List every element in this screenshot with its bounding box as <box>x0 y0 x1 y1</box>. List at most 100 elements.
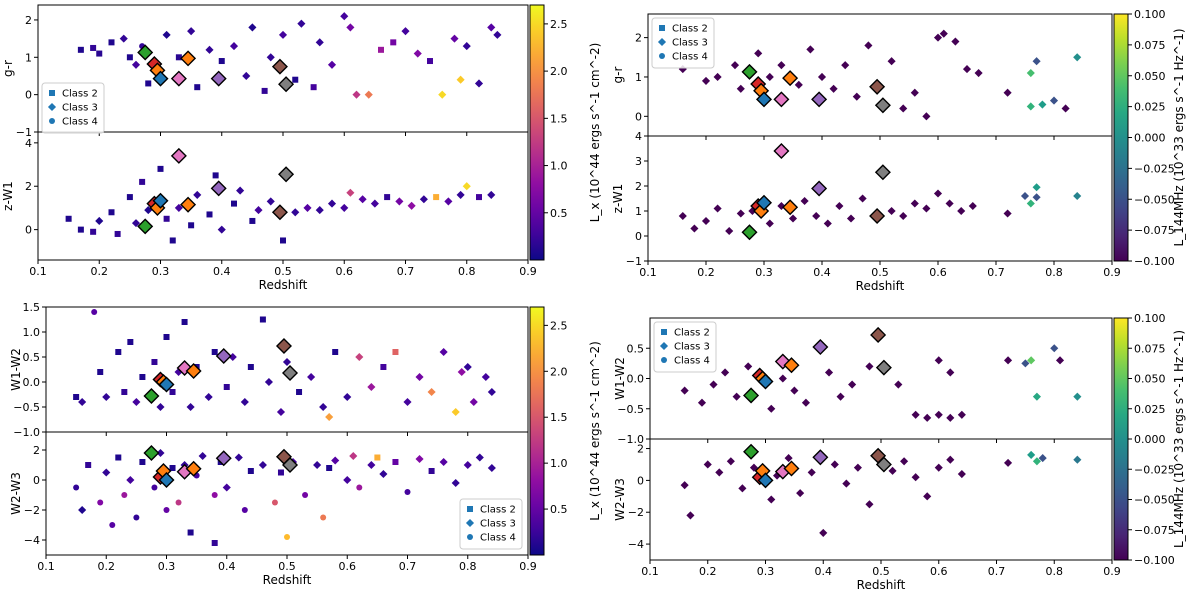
highlight-marker <box>210 180 227 197</box>
data-point <box>846 214 856 223</box>
data-point <box>887 57 896 66</box>
data-point <box>261 87 268 94</box>
x-tick-label: 0.1 <box>29 265 47 278</box>
data-point <box>709 380 718 389</box>
legend-marker <box>661 329 667 335</box>
highlight-marker <box>158 471 175 489</box>
data-point <box>934 463 943 472</box>
data-point <box>90 44 97 51</box>
data-point <box>1073 53 1082 62</box>
y-tick-label: −4 <box>24 534 40 547</box>
highlight-marker <box>271 204 288 221</box>
x-tick-label: 0.1 <box>37 560 55 573</box>
data-point <box>788 214 798 223</box>
data-point <box>1032 183 1041 192</box>
data-point <box>236 186 245 195</box>
y-tick-label: −4 <box>628 538 644 551</box>
data-point <box>736 84 745 93</box>
x-tick-label: 0.6 <box>339 560 357 573</box>
data-point <box>145 80 152 87</box>
data-point <box>1032 457 1041 466</box>
data-point <box>151 484 158 491</box>
data-point <box>395 197 404 206</box>
highlight-marker <box>743 443 760 460</box>
y-tick-label: 0.0 <box>23 376 41 389</box>
y-axis-label: z-W1 <box>1 181 15 211</box>
data-point <box>456 75 465 84</box>
legend-box <box>459 498 523 550</box>
colorbar-tick-label: 1.5 <box>550 112 568 125</box>
x-tick-label: 0.5 <box>871 266 889 279</box>
data-point <box>204 392 213 402</box>
y-tick-label: −1.0 <box>13 426 40 439</box>
data-point <box>278 30 288 39</box>
x-axis-label: Redshift <box>857 578 906 589</box>
data-point <box>957 410 966 419</box>
data-point <box>156 448 165 458</box>
y-axis-label: g-r <box>611 66 625 83</box>
data-point <box>493 30 502 39</box>
colorbar-tick-label: 1.0 <box>550 160 568 173</box>
data-point <box>438 90 447 99</box>
highlight-marker <box>275 337 292 355</box>
data-point <box>205 45 214 54</box>
data-point <box>349 451 358 461</box>
data-point <box>428 468 435 474</box>
data-point <box>139 459 146 465</box>
data-point <box>91 309 98 315</box>
data-point <box>115 454 122 461</box>
data-point <box>1027 356 1036 365</box>
y-tick-label: 2 <box>25 14 32 27</box>
data-point <box>254 206 263 215</box>
x-axis-label: Redshift <box>856 279 905 293</box>
data-point <box>163 334 170 340</box>
data-point <box>355 352 364 362</box>
highlight-marker <box>755 194 773 211</box>
data-point <box>865 362 874 371</box>
data-point <box>407 201 416 210</box>
data-point <box>401 27 410 36</box>
data-point <box>680 386 689 395</box>
data-point <box>108 39 115 46</box>
x-tick-label: 0.5 <box>278 560 296 573</box>
data-point <box>340 203 349 212</box>
data-point <box>474 79 484 88</box>
x-tick-label: 0.8 <box>458 265 476 278</box>
points-group <box>680 326 1082 422</box>
highlight-marker <box>215 450 232 467</box>
y-tick-label: 0.0 <box>627 373 645 386</box>
y-axis-label: g-r <box>1 60 15 77</box>
highlight-marker <box>282 364 299 382</box>
highlight-marker <box>875 359 892 376</box>
data-point <box>703 460 712 469</box>
data-point <box>968 201 977 211</box>
panel-top-left: −1 0 1 2 g-r 0 2 4 0.1 0.2 0.3 0.4 0.5 0.6 0.7 0.8 0.9 z-… <box>1 4 602 292</box>
data-point <box>379 469 388 479</box>
data-point <box>193 190 202 199</box>
data-point <box>715 468 724 477</box>
data-point <box>378 46 384 53</box>
data-point <box>65 215 72 222</box>
data-point <box>242 71 251 81</box>
data-point <box>97 499 104 506</box>
legend-label: Class 4 <box>674 356 710 367</box>
x-tick-label: 0.8 <box>1046 565 1064 578</box>
legend-box <box>41 82 105 134</box>
data-point <box>139 178 146 185</box>
data-point <box>819 528 828 537</box>
data-point <box>240 397 249 407</box>
data-point <box>701 76 711 85</box>
data-point <box>1038 100 1047 109</box>
data-point <box>456 190 465 199</box>
data-point <box>451 478 460 488</box>
legend-marker <box>467 506 473 512</box>
data-point <box>95 216 104 225</box>
data-point <box>78 505 87 515</box>
highlight-marker <box>783 460 800 477</box>
data-point <box>325 412 334 422</box>
data-point <box>131 219 141 228</box>
data-point <box>439 457 448 467</box>
highlight-marker <box>741 63 758 80</box>
data-point <box>1004 356 1013 365</box>
